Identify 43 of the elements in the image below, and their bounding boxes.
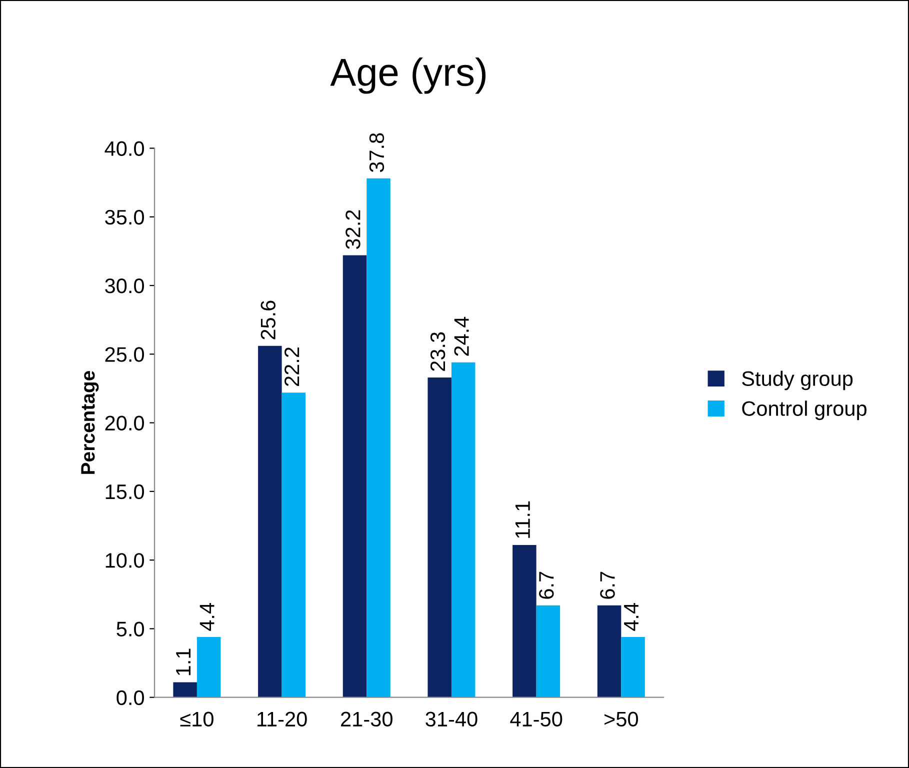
chart-title: Age (yrs) bbox=[330, 58, 486, 94]
x-tick-label: 11-20 bbox=[258, 712, 307, 727]
data-label: 6.7 bbox=[600, 572, 615, 599]
y-tick-label: 10.0 bbox=[106, 553, 144, 568]
data-label: 4.4 bbox=[624, 603, 638, 631]
x-tick-label: 41-50 bbox=[510, 712, 562, 727]
data-label: 11.1 bbox=[515, 501, 530, 538]
x-tick-label: 21-30 bbox=[341, 712, 392, 727]
data-label: 6.7 bbox=[539, 572, 554, 599]
y-tick-label: 15.0 bbox=[106, 484, 144, 500]
bar bbox=[258, 346, 282, 698]
bar bbox=[428, 377, 452, 698]
data-label: 25.6 bbox=[260, 300, 276, 340]
y-tick-label: 20.0 bbox=[105, 416, 144, 431]
y-axis-title: Percentage bbox=[81, 371, 99, 474]
bar bbox=[451, 362, 476, 698]
y-tick-label: 5.0 bbox=[116, 622, 144, 636]
y-tick-label: 40.0 bbox=[104, 141, 144, 156]
bar bbox=[536, 605, 560, 698]
bar bbox=[282, 392, 306, 698]
data-label: 1.1 bbox=[176, 648, 190, 676]
bar bbox=[597, 605, 622, 698]
x-tick-label: ≤10 bbox=[180, 712, 214, 727]
data-label: 37.8 bbox=[369, 133, 384, 172]
data-label: 4.4 bbox=[200, 603, 214, 631]
data-label: 32.2 bbox=[346, 210, 360, 249]
legend-label: Study group bbox=[742, 370, 853, 390]
bar bbox=[173, 682, 197, 698]
x-tick-label: >50 bbox=[604, 712, 638, 727]
bar bbox=[512, 544, 536, 698]
bar bbox=[366, 178, 390, 698]
bar bbox=[342, 255, 367, 698]
data-label: 24.4 bbox=[454, 316, 469, 356]
y-tick-label: 0.0 bbox=[116, 690, 144, 706]
data-label: 22.2 bbox=[284, 348, 300, 386]
data-label: 23.3 bbox=[430, 332, 446, 371]
y-tick-label: 25.0 bbox=[105, 347, 144, 362]
legend-label: Control group bbox=[742, 400, 866, 420]
bar bbox=[196, 636, 221, 698]
y-tick-label: 35.0 bbox=[105, 210, 144, 225]
y-tick-label: 30.0 bbox=[105, 278, 144, 294]
x-tick-label: 31-40 bbox=[426, 712, 478, 727]
bar bbox=[621, 636, 645, 698]
